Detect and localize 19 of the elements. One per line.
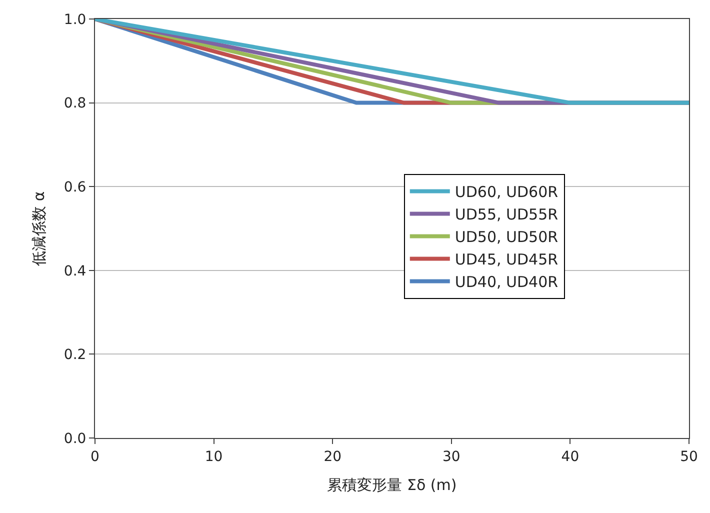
legend-label: UD40, UD40R bbox=[454, 273, 558, 292]
legend-label: UD55, UD55R bbox=[454, 206, 558, 224]
legend-label: UD50, UD50R bbox=[454, 228, 558, 246]
x-tick-label: 40 bbox=[561, 448, 580, 465]
x-axis-title: 累積変形量 Σδ (m) bbox=[327, 476, 457, 494]
x-tick-label: 50 bbox=[680, 448, 698, 465]
y-tick-label: 0.8 bbox=[64, 96, 86, 112]
y-tick-label: 0.4 bbox=[64, 263, 86, 280]
y-tick-label: 1.0 bbox=[64, 12, 86, 28]
x-tick-label: 0 bbox=[90, 448, 100, 465]
y-tick-label: 0.0 bbox=[64, 430, 86, 447]
y-tick-label: 0.6 bbox=[64, 180, 86, 196]
x-tick-label: 10 bbox=[204, 448, 223, 465]
y-axis-title: 低減係数 α bbox=[30, 191, 48, 266]
legend-label: UD60, UD60R bbox=[454, 183, 558, 202]
x-tick-label: 30 bbox=[442, 448, 460, 465]
legend-label: UD45, UD45R bbox=[454, 250, 558, 269]
x-tick-label: 20 bbox=[324, 448, 342, 465]
y-tick-label: 0.2 bbox=[64, 347, 86, 364]
